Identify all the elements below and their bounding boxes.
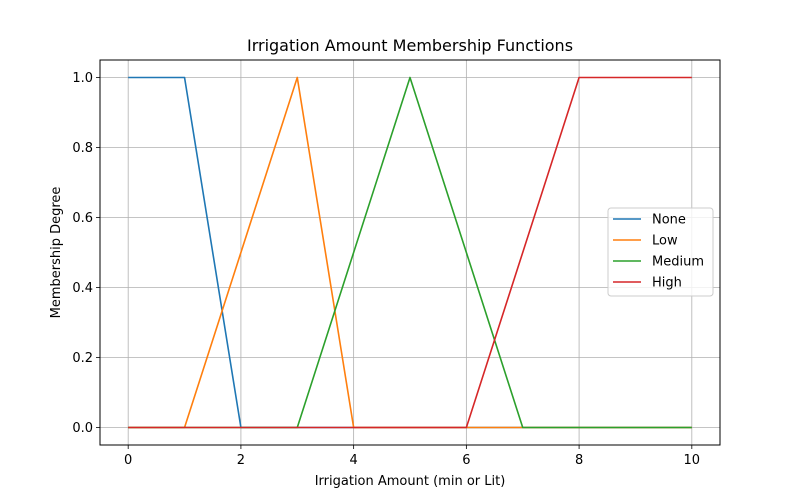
legend: None Low Medium High: [607, 207, 714, 297]
x-tick-label: 0: [124, 453, 132, 468]
y-tick-label: 0.0: [72, 421, 93, 436]
legend-label-high: High: [652, 276, 682, 291]
plot-frame: [99, 59, 721, 446]
y-tick-label: 0.2: [72, 351, 93, 366]
legend-label-low: Low: [652, 234, 678, 249]
x-tick-label: 4: [349, 453, 357, 468]
y-tick-label: 0.4: [72, 281, 93, 296]
x-tick-label: 10: [684, 453, 701, 468]
y-axis: 0.0 0.2 0.4 0.6 0.8 1.0: [72, 71, 100, 436]
y-tick-label: 0.6: [72, 211, 93, 226]
legend-label-medium: Medium: [652, 255, 704, 270]
series-group: [128, 76, 692, 429]
x-tick-label: 2: [237, 453, 245, 468]
x-tick-label: 6: [462, 453, 470, 468]
chart-title: Irrigation Amount Membership Functions: [247, 36, 573, 55]
series-line-high: [128, 76, 692, 429]
x-axis: 0 2 4 6 8 10: [124, 445, 700, 468]
y-tick-label: 1.0: [72, 71, 93, 86]
legend-label-none: None: [652, 213, 686, 228]
x-tick-label: 8: [575, 453, 583, 468]
legend-box: [607, 207, 714, 297]
y-axis-label: Membership Degree: [49, 187, 64, 319]
y-tick-label: 0.8: [72, 141, 93, 156]
x-axis-label: Irrigation Amount (min or Lit): [315, 474, 506, 489]
